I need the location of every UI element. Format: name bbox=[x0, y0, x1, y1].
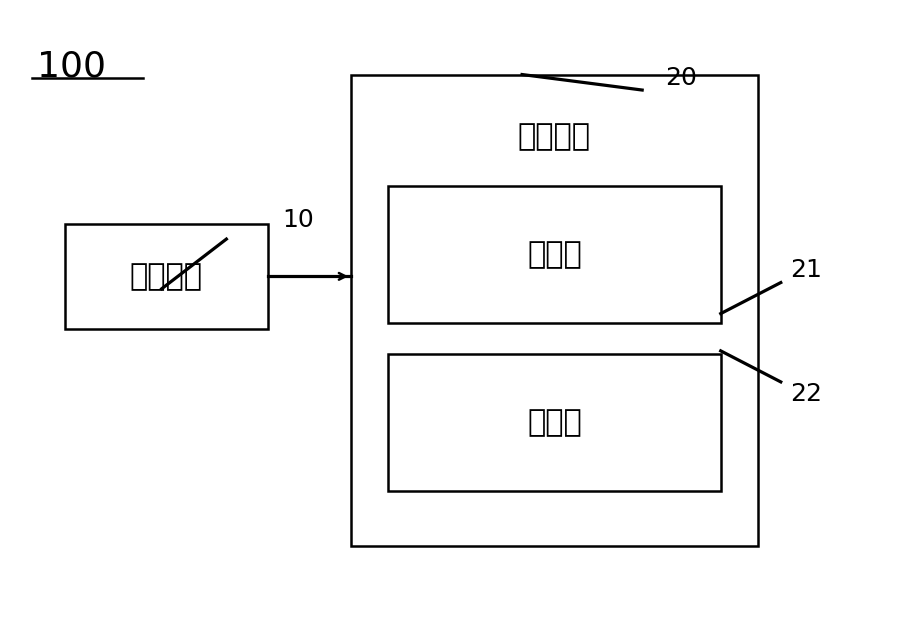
Text: 获取模块: 获取模块 bbox=[129, 262, 203, 291]
Text: 存储器: 存储器 bbox=[527, 240, 582, 269]
Text: 控制模块: 控制模块 bbox=[517, 122, 591, 151]
Bar bbox=[388, 354, 721, 491]
Text: 22: 22 bbox=[790, 383, 822, 406]
Text: 10: 10 bbox=[282, 209, 313, 232]
Text: 20: 20 bbox=[665, 66, 697, 89]
Text: 21: 21 bbox=[790, 258, 821, 282]
Bar bbox=[351, 75, 758, 546]
Bar bbox=[388, 186, 721, 323]
Text: 处理器: 处理器 bbox=[527, 408, 582, 437]
Bar bbox=[65, 224, 268, 329]
Text: 100: 100 bbox=[37, 50, 106, 84]
